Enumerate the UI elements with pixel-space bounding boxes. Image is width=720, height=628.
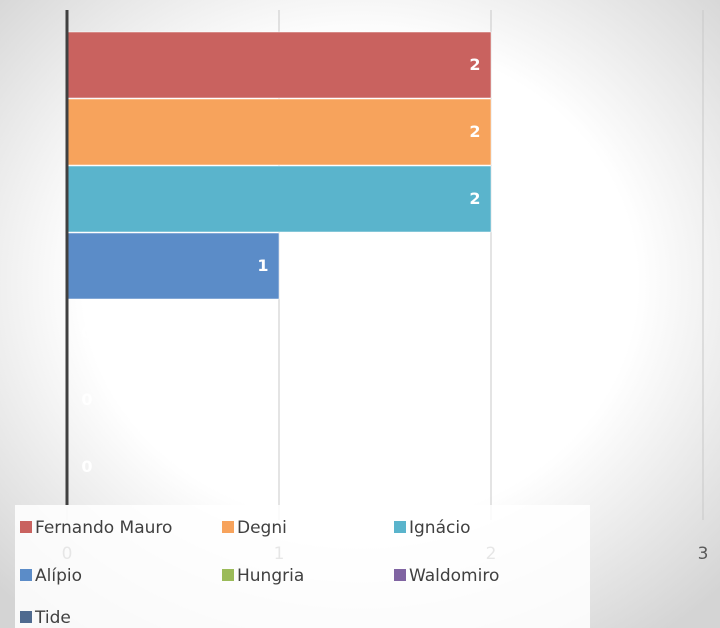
legend-swatch [394, 569, 406, 581]
bar [66, 31, 492, 99]
data-label: 0 [81, 457, 92, 476]
legend-label: Ignácio [409, 518, 470, 538]
legend-swatch [20, 569, 32, 581]
data-label: 0 [81, 323, 92, 342]
legend-swatch [20, 611, 32, 623]
data-label: 1 [257, 256, 268, 275]
legend-swatch [20, 521, 32, 533]
bar [66, 165, 492, 233]
legend-swatch [394, 521, 406, 533]
data-label: 0 [81, 390, 92, 409]
legend-label: Alípio [35, 566, 82, 586]
legend-label: Waldomiro [409, 566, 499, 586]
data-label: 2 [469, 189, 480, 208]
x-tick-label: 3 [698, 544, 709, 564]
legend-label: Hungria [237, 566, 304, 586]
bar [66, 98, 492, 166]
legend-box [15, 505, 590, 628]
bar [66, 232, 280, 300]
legend-swatch [222, 521, 234, 533]
legend-label: Degni [237, 518, 287, 538]
data-label: 2 [469, 122, 480, 141]
data-label: 2 [469, 55, 480, 74]
legend-label: Tide [34, 608, 71, 628]
legend-swatch [222, 569, 234, 581]
legend-label: Fernando Mauro [35, 518, 172, 538]
